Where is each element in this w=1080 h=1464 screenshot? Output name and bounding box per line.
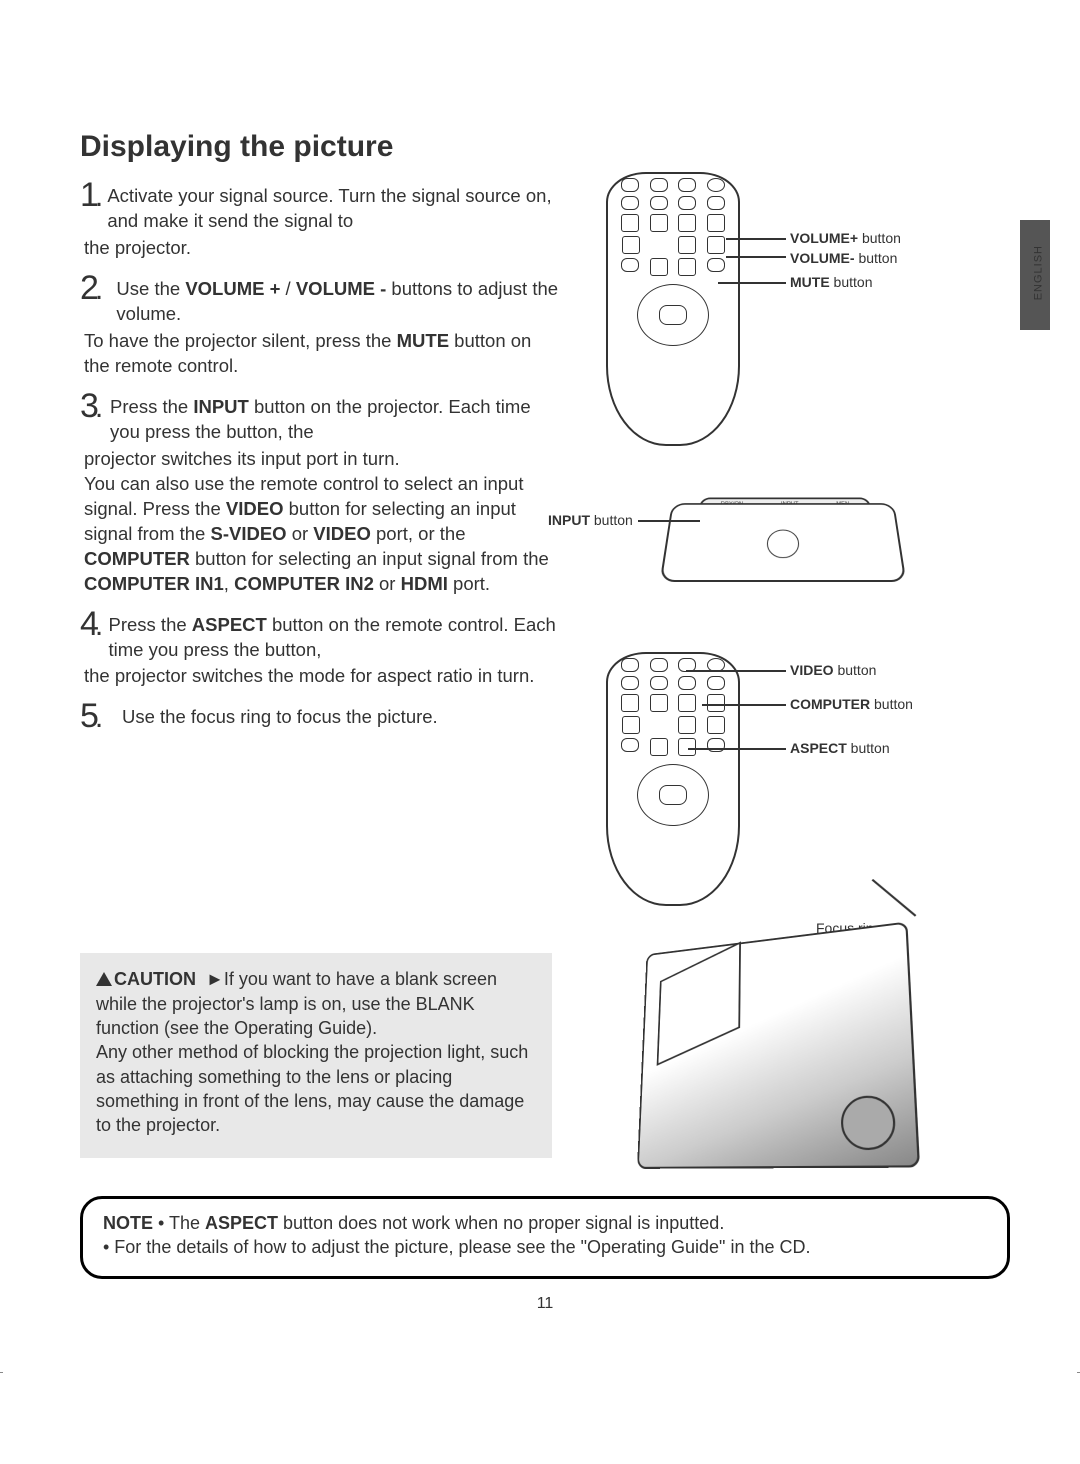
callout-label: VOLUME- button <box>790 250 897 266</box>
step-number: 2. <box>80 271 116 327</box>
callout-label: INPUT button <box>548 512 633 528</box>
callout-label: MUTE button <box>790 274 873 290</box>
step-text: Activate your signal source. Turn the si… <box>107 184 560 234</box>
projector-focus-diagram <box>637 921 920 1168</box>
remote-diagram <box>606 172 740 446</box>
callout-label: VIDEO button <box>790 662 876 678</box>
step-text: the projector. <box>84 236 560 261</box>
step-text: the projector switches the mode for aspe… <box>84 664 560 689</box>
step-number: 5. <box>80 699 122 733</box>
step-text: Press the ASPECT button on the remote co… <box>109 613 561 663</box>
caution-box: CAUTION ►If you want to have a blank scr… <box>80 953 552 1157</box>
page-title: Displaying the picture <box>80 130 1010 164</box>
callout-label: ASPECT button <box>790 740 890 756</box>
callout-label: VOLUME+ button <box>790 230 901 246</box>
step-text: To have the projector silent, press the … <box>84 329 560 379</box>
diagram-column: VOLUME+ button VOLUME- button MUTE butto… <box>576 172 956 1166</box>
page-number: 11 <box>80 1295 1010 1313</box>
step-text: Use the VOLUME + / VOLUME - buttons to a… <box>116 277 560 327</box>
instruction-column: 1. Activate your signal source. Turn the… <box>80 172 560 1166</box>
remote-diagram <box>606 652 740 906</box>
step-number: 4. <box>80 607 109 663</box>
step-number: 1. <box>80 178 107 234</box>
callout-label: COMPUTER button <box>790 696 913 712</box>
note-box: NOTE • The ASPECT button does not work w… <box>80 1196 1010 1279</box>
warning-icon <box>96 972 112 986</box>
step-number: 3. <box>80 389 110 445</box>
language-label: ENGLISH <box>1032 245 1044 300</box>
step-text: projector switches its input port in tur… <box>84 447 560 597</box>
step-text: Use the focus ring to focus the picture. <box>122 705 438 733</box>
projector-top-diagram <box>666 496 896 636</box>
step-text: Press the INPUT button on the projector.… <box>110 395 560 445</box>
